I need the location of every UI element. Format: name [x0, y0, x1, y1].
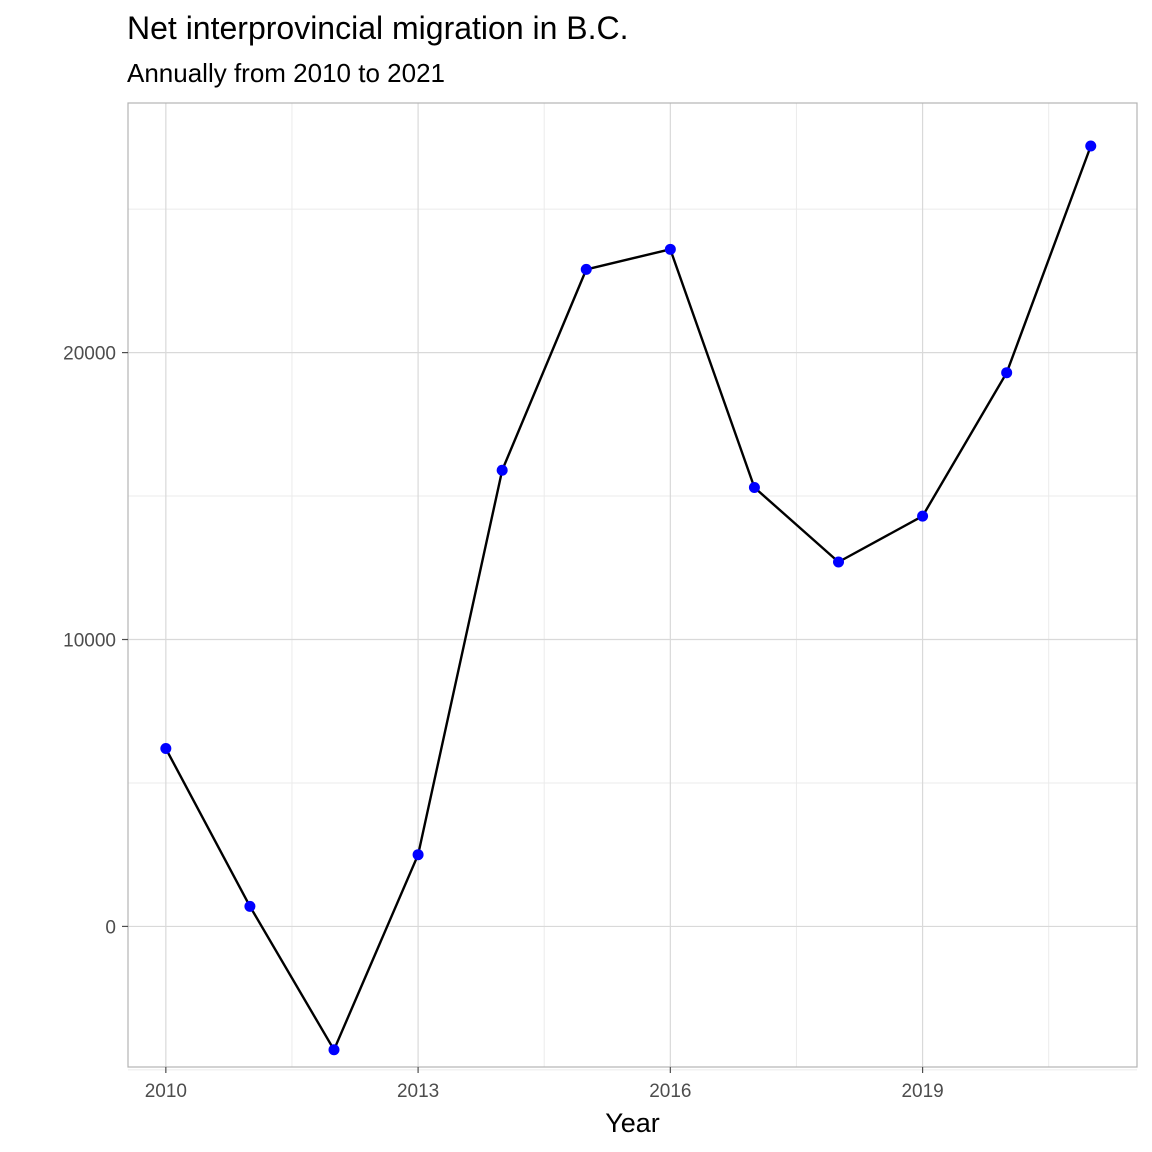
data-point	[917, 510, 929, 522]
y-tick-label: 0	[105, 917, 116, 938]
series-line	[164, 145, 1092, 1052]
data-point	[160, 743, 172, 755]
x-tick-label: 2016	[649, 1081, 691, 1102]
x-axis-title: Year	[605, 1108, 660, 1138]
x-tick-label: 2010	[145, 1081, 187, 1102]
panel-border	[127, 102, 1138, 1068]
data-point	[1001, 367, 1013, 379]
data-point	[833, 556, 845, 568]
data-point	[496, 464, 508, 476]
chart-title: Net interprovincial migration in B.C.	[127, 10, 629, 46]
chart-subtitle: Annually from 2010 to 2021	[127, 58, 445, 88]
y-tick-label: 20000	[63, 344, 116, 365]
y-tick-label: 10000	[63, 631, 116, 652]
minor-gridlines	[128, 103, 1137, 1071]
data-point	[244, 900, 256, 912]
series-layer	[160, 140, 1097, 1056]
x-axis-ticks: 2010 2013 2016 2019	[145, 1067, 944, 1102]
data-point	[748, 481, 760, 493]
data-point	[664, 243, 676, 255]
data-point	[412, 849, 424, 861]
x-tick-label: 2019	[901, 1081, 943, 1102]
major-gridlines	[128, 103, 1137, 1067]
data-point	[580, 263, 592, 275]
y-axis-ticks: 0 10000 20000	[63, 344, 128, 938]
data-point	[1085, 140, 1097, 152]
data-point	[328, 1044, 340, 1056]
x-tick-label: 2013	[397, 1081, 439, 1102]
